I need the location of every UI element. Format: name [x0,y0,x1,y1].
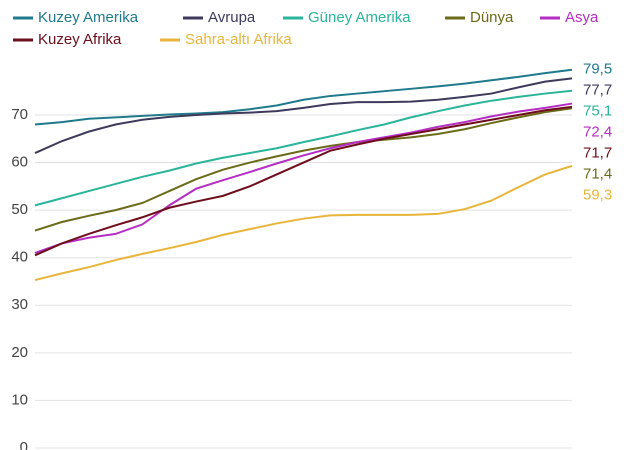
legend-label: Avrupa [208,9,256,26]
value-label: 71,7 [583,145,612,162]
value-label: 79,5 [583,61,612,78]
series-line [34,68,573,126]
y-tick-label: 30 [11,296,28,313]
value-label: 71,4 [583,166,612,183]
series-line [34,107,573,232]
series-line [34,102,573,254]
value-label: 75,1 [583,103,612,120]
legend-label: Kuzey Amerika [38,9,139,26]
y-tick-label: 60 [11,154,28,171]
legend-label: Asya [565,9,599,26]
legend-label: Güney Amerika [308,9,411,26]
value-label: 59,3 [583,187,612,204]
series-line [34,164,573,282]
legend-label: Kuzey Afrika [38,31,122,48]
value-label: 72,4 [583,124,612,141]
y-tick-label: 0 [20,439,28,450]
legend-label: Dünya [470,9,514,26]
series-line [34,105,573,257]
y-tick-label: 40 [11,249,28,266]
series-line [34,77,573,154]
y-tick-label: 20 [11,344,28,361]
y-tick-label: 10 [11,391,28,408]
series-line [34,89,573,207]
value-label: 77,7 [583,82,612,99]
y-tick-label: 70 [11,106,28,123]
y-tick-label: 50 [11,201,28,218]
legend-label: Sahra-altı Afrika [185,31,292,48]
